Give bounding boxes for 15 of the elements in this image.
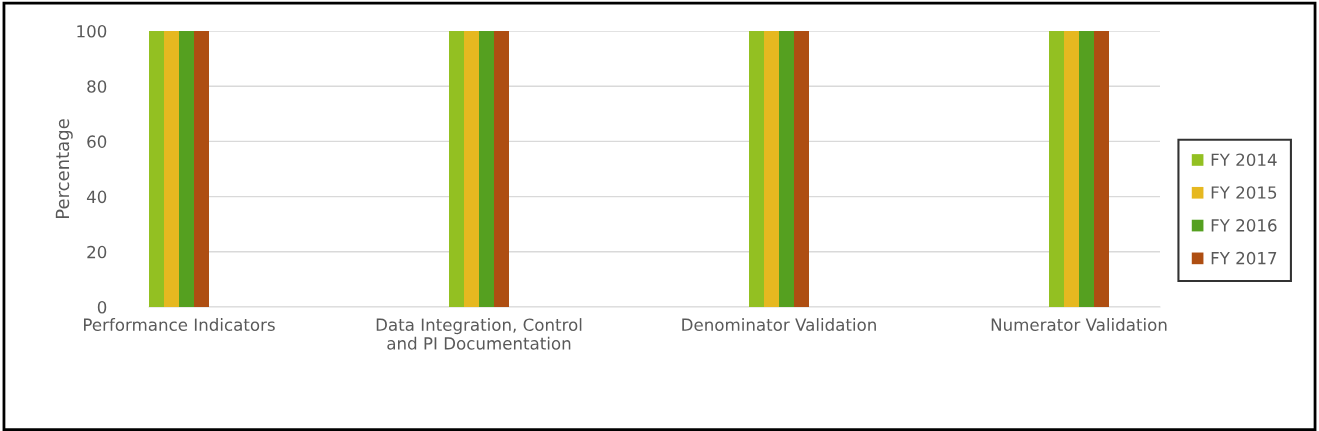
y-tick-label: 40 <box>86 190 107 204</box>
legend-label: FY 2016 <box>1211 219 1277 232</box>
x-tick-label: Denominator Validation <box>682 318 876 332</box>
legend-label: FY 2015 <box>1211 186 1277 199</box>
x-tick-label: Data Integration, Control and PI Documentation <box>376 318 582 350</box>
y-tick-label: 100 <box>77 24 107 38</box>
x-tick-label: Numerator Validation <box>991 318 1167 332</box>
y-tick-label: 80 <box>87 80 107 93</box>
y-axis-title: Percentage <box>55 119 73 219</box>
legend-label: FY 2017 <box>1211 251 1277 265</box>
y-tick-label: 20 <box>87 245 107 259</box>
y-tick-label: 60 <box>87 135 107 148</box>
x-tick-label: Performance Indicators <box>84 318 275 332</box>
y-tick-label: 0 <box>97 300 107 314</box>
legend-label: FY 2014 <box>1211 153 1277 167</box>
